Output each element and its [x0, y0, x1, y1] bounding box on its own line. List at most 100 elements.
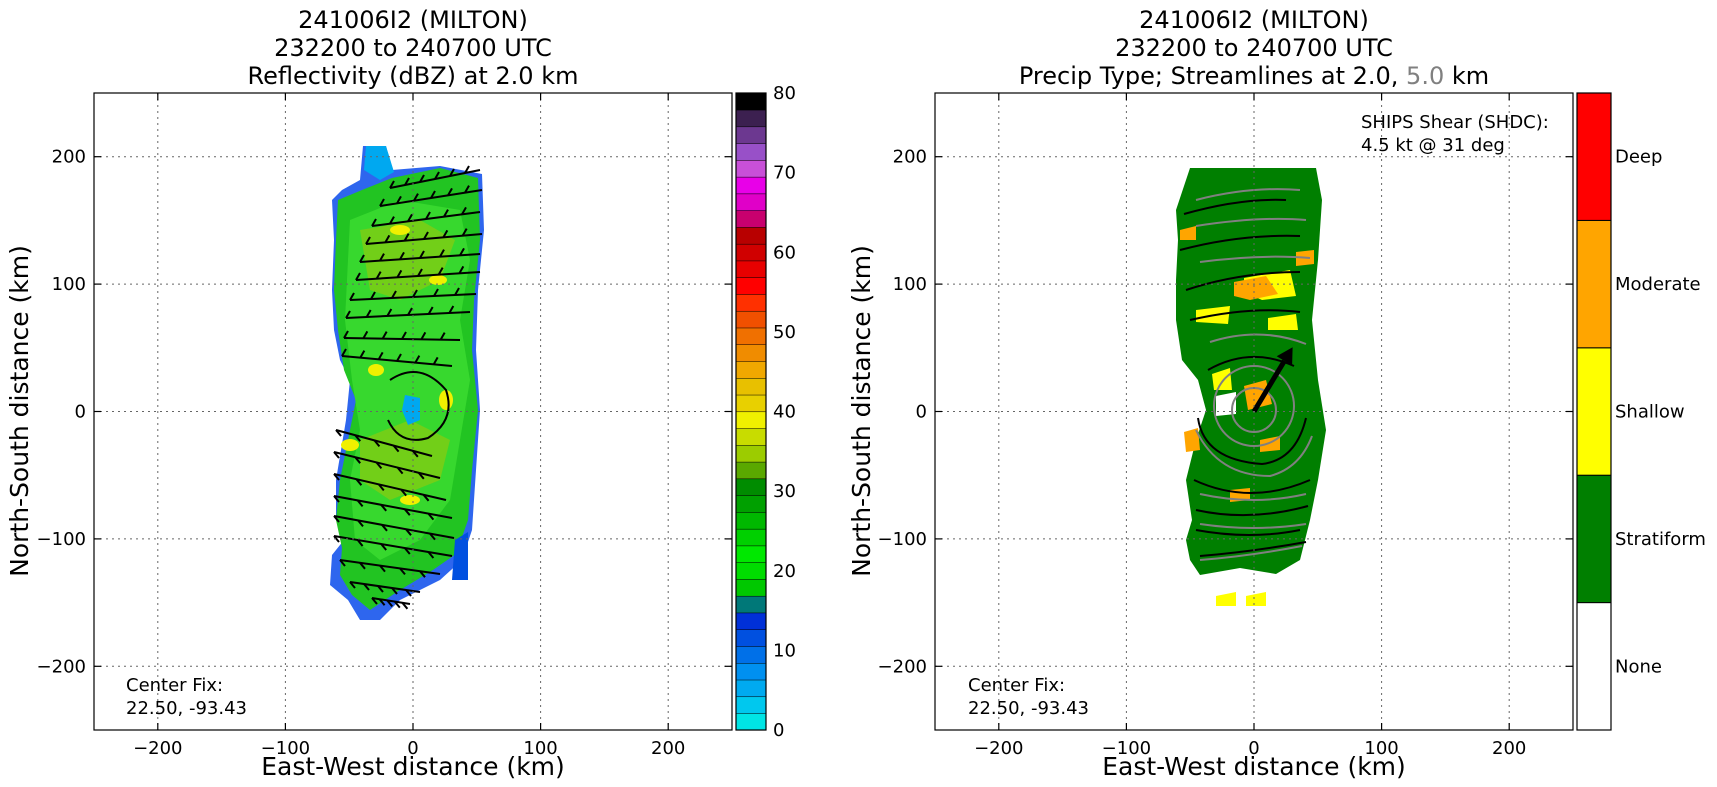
- barb-tick: [439, 249, 445, 258]
- moderate-cell-1: [1234, 276, 1278, 300]
- barb-tick: [349, 292, 355, 301]
- barb-tick: [359, 254, 365, 263]
- barb-tick: [379, 564, 386, 573]
- colorbar-segment: [735, 511, 767, 530]
- barb-tick: [359, 350, 366, 359]
- barb-tick: [354, 456, 361, 464]
- barb-tick: [380, 504, 387, 512]
- colorbar-segment: [735, 629, 767, 647]
- barb-tick: [365, 236, 371, 245]
- barb-tick: [442, 229, 449, 238]
- barb-tick: [389, 216, 395, 225]
- stream-gray-2: [1195, 217, 1307, 227]
- barb-tick: [391, 587, 398, 595]
- stream-black-8: [1195, 505, 1309, 517]
- colorbar-segment: [735, 428, 767, 446]
- barb-tick: [418, 472, 425, 480]
- left-center-fix-label: Center Fix:: [126, 675, 223, 696]
- barb-tick: [407, 213, 413, 222]
- barb-tick: [373, 439, 381, 448]
- left-title-line-3: Reflectivity (dBZ) at 2.0 km: [248, 62, 579, 90]
- stream-black-3: [1185, 271, 1301, 291]
- colorbar-segment: [735, 377, 767, 396]
- left-x-axis-label: East-West distance (km): [261, 752, 565, 781]
- blue-edge-bottom: [452, 532, 468, 580]
- barb-tick: [447, 187, 453, 196]
- barb-tick: [362, 330, 369, 339]
- shear-value: 4.5 kt @ 31 deg: [1361, 135, 1505, 156]
- barb-tick: [439, 332, 446, 341]
- colorbar-tick-label: 30: [773, 481, 796, 502]
- colorbar-tick-label: 60: [773, 242, 796, 263]
- y-tick-label: 0: [916, 402, 927, 423]
- stream-black-6: [1197, 417, 1307, 466]
- barb-tick: [333, 473, 340, 481]
- right-x-axis-label: East-West distance (km): [1102, 752, 1406, 781]
- left-grid: [94, 93, 732, 730]
- colorbar-frame: [735, 92, 767, 731]
- barb-tick: [461, 228, 468, 237]
- category-label-stratiform: Stratiform: [1615, 529, 1706, 550]
- colorbar-segment: [735, 176, 767, 195]
- barb-tick: [380, 543, 387, 551]
- barb-tick: [386, 599, 393, 608]
- y-tick-label: −100: [878, 529, 927, 550]
- barb-tick: [354, 434, 361, 442]
- barb-tick: [391, 290, 397, 299]
- barb-row-south: [335, 429, 433, 457]
- stream-black-2: [1179, 234, 1301, 251]
- colorbar-segment: [735, 578, 767, 597]
- barb-tick: [414, 355, 421, 364]
- barb-tick: [333, 515, 340, 523]
- category-label-none: None: [1615, 656, 1662, 677]
- barb-tick: [394, 600, 401, 609]
- colorbar-segment: [735, 126, 767, 144]
- barb-tick: [419, 174, 425, 183]
- barb-tick: [437, 267, 444, 276]
- colorbar-segment: [735, 495, 767, 513]
- right-y-axis-label: North-South distance (km): [847, 245, 876, 577]
- colorbar-segment: [735, 444, 767, 463]
- category-swatch-stratiform: [1576, 474, 1612, 604]
- barb-tick: [430, 190, 436, 199]
- right-title-part-c: km: [1444, 62, 1489, 90]
- barb-tick: [458, 265, 465, 274]
- stream-gray-5: [1195, 429, 1313, 478]
- x-tick-label: 100: [523, 738, 557, 759]
- x-tick-label: −100: [261, 738, 310, 759]
- stream-black-9: [1195, 529, 1301, 536]
- barb-tick: [405, 528, 412, 536]
- barb-tick: [356, 499, 364, 508]
- barb-tick: [386, 308, 393, 317]
- right-title-line-1: 241006I2 (MILTON): [1139, 6, 1369, 34]
- barb-row-south: [339, 559, 441, 575]
- barb-tick: [399, 251, 405, 260]
- barb-tick: [333, 451, 340, 459]
- barb-tick: [422, 494, 430, 502]
- colorbar-tick-label: 40: [773, 402, 796, 423]
- colorbar-segment: [735, 159, 767, 178]
- moderate-cell-5: [1184, 428, 1200, 452]
- colorbar-segment: [735, 327, 767, 345]
- colorbar-segment: [735, 712, 767, 731]
- y-tick-label: −100: [37, 529, 86, 550]
- stratiform-region: [1176, 168, 1326, 575]
- category-label-moderate: Moderate: [1615, 274, 1701, 295]
- barb-tick: [413, 193, 419, 202]
- barb-tick: [403, 233, 410, 242]
- barb-tick: [429, 532, 436, 541]
- colorbar-segment: [735, 210, 767, 228]
- colorbar-segment: [735, 562, 767, 580]
- barb-tick: [333, 535, 340, 543]
- category-swatch-moderate: [1576, 219, 1612, 349]
- colorbar-tick-label: 50: [773, 322, 796, 343]
- streamlines-2km: [1179, 198, 1311, 557]
- stream-gray-4: [1209, 333, 1307, 345]
- barb-tick: [434, 171, 440, 180]
- colorbar-segment: [735, 293, 767, 312]
- barb-tick: [454, 287, 460, 296]
- barb-tick: [333, 495, 340, 503]
- barb-tick: [371, 218, 377, 227]
- shallow-cell-5: [1216, 592, 1236, 606]
- colorbar-segment: [735, 662, 767, 681]
